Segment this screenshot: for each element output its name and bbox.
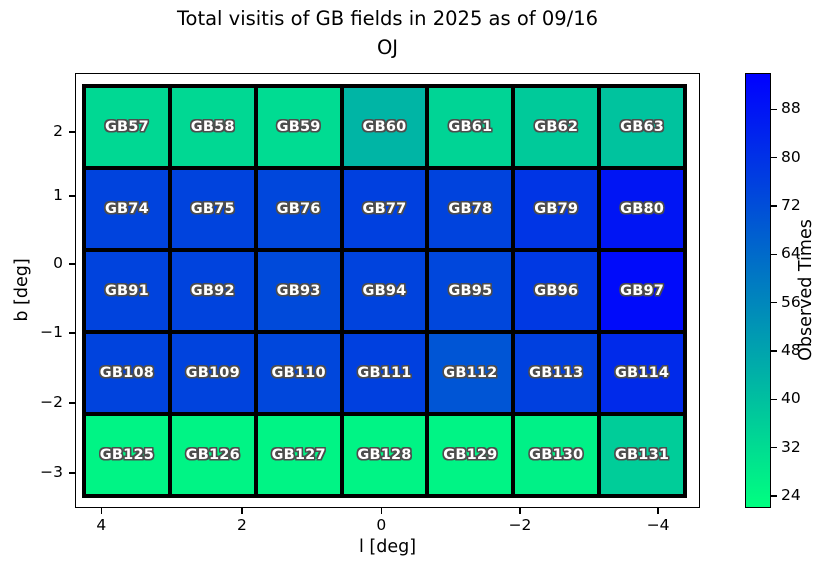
heatmap-cell: GB62	[515, 88, 598, 166]
y-tick-label: −2	[40, 393, 63, 412]
y-tick-mark	[69, 472, 75, 474]
heatmap-cell: GB58	[171, 88, 254, 166]
plot-area: GB57 GB58 GB59 GB60 GB61 GB62 GB63 GB74 GB75 GB76…	[75, 73, 700, 508]
colorbar-tick-label: 32	[781, 437, 801, 456]
heatmap-cell: GB126	[171, 416, 254, 494]
x-tick-label: −4	[646, 516, 670, 534]
heatmap-cell: GB76	[257, 170, 340, 248]
heatmap-cell: GB78	[429, 170, 512, 248]
y-tick-mark	[69, 195, 75, 197]
colorbar-tick-mark	[771, 398, 777, 400]
colorbar-tick-label: 80	[781, 147, 801, 166]
colorbar-tick-mark	[771, 156, 777, 159]
heatmap-cell: GB111	[343, 334, 426, 412]
colorbar-tick-mark	[771, 350, 777, 352]
heatmap-cell: GB125	[86, 416, 168, 494]
colorbar-tick-label: 88	[781, 99, 801, 118]
colorbar-tick-mark	[771, 108, 777, 110]
heatmap-cell: GB77	[343, 170, 426, 248]
colorbar-tick-mark	[771, 205, 777, 207]
colorbar-tick-label: 64	[781, 244, 801, 263]
heatmap-cell: GB92	[171, 252, 254, 330]
heatmap-cell: GB131	[601, 416, 683, 494]
colorbar-tick-label: 56	[781, 292, 801, 311]
heatmap-cell: GB59	[257, 88, 340, 166]
heatmap-cell: GB96	[515, 252, 598, 330]
heatmap-cell: GB114	[601, 334, 683, 412]
heatmap-cell: GB113	[515, 334, 598, 412]
heatmap-cell: GB94	[343, 252, 426, 330]
heatmap-grid: GB57 GB58 GB59 GB60 GB61 GB62 GB63 GB74 GB75 GB76…	[82, 84, 687, 498]
heatmap-cell: GB74	[86, 170, 168, 248]
y-tick-label: −3	[40, 463, 63, 482]
heatmap-cell: GB60	[343, 88, 426, 166]
x-tick-label: 2	[236, 516, 247, 534]
colorbar-tick-mark	[771, 301, 777, 304]
colorbar-label: Observed Times	[796, 219, 816, 361]
heatmap-cell: GB93	[257, 252, 340, 330]
colorbar-tick-mark	[771, 495, 777, 497]
heatmap-cell: GB80	[601, 170, 683, 248]
colorbar-tick-mark	[771, 446, 777, 449]
x-tick-mark	[100, 508, 102, 514]
y-tick-label: 2	[53, 122, 63, 141]
heatmap-cell: GB95	[429, 252, 512, 330]
heatmap-cell: GB108	[86, 334, 168, 412]
heatmap-cell: GB97	[601, 252, 683, 330]
y-tick-label: −1	[40, 323, 63, 342]
heatmap-cell: GB79	[515, 170, 598, 248]
colorbar-tick-label: 40	[781, 389, 801, 408]
heatmap-cell: GB112	[429, 334, 512, 412]
heatmap-cell: GB130	[515, 416, 598, 494]
colorbar-tick-label: 72	[781, 195, 801, 214]
heatmap-cell: GB63	[601, 88, 683, 166]
y-tick-mark	[69, 131, 75, 133]
y-tick-mark	[69, 402, 75, 404]
heatmap-cell: GB110	[257, 334, 340, 412]
x-tick-label: −2	[508, 516, 532, 534]
heatmap-cell: GB129	[429, 416, 512, 494]
heatmap-cell: GB128	[343, 416, 426, 494]
y-tick-label: 0	[53, 253, 63, 272]
x-tick-mark	[519, 508, 521, 514]
y-tick-mark	[69, 263, 75, 265]
heatmap-cell: GB57	[86, 88, 168, 166]
x-tick-mark	[241, 508, 243, 514]
x-tick-label: 4	[96, 516, 107, 534]
chart-title-line2: OJ	[376, 36, 399, 59]
chart-title: Total visitis of GB fields in 2025 as of…	[75, 4, 700, 62]
x-tick-label: 0	[376, 516, 387, 534]
heatmap-cell: GB61	[429, 88, 512, 166]
colorbar	[745, 73, 771, 508]
y-tick-mark	[69, 332, 75, 334]
colorbar-tick-label: 24	[781, 485, 801, 504]
heatmap-cell: GB127	[257, 416, 340, 494]
colorbar-tick-label: 48	[781, 340, 801, 359]
heatmap-cell: GB91	[86, 252, 168, 330]
colorbar-tick-mark	[771, 253, 777, 255]
heatmap-cell: GB109	[171, 334, 254, 412]
x-tick-mark	[380, 508, 382, 514]
x-tick-mark	[657, 508, 659, 514]
chart-title-line1: Total visitis of GB fields in 2025 as of…	[176, 7, 599, 30]
x-axis-label: l [deg]	[358, 537, 417, 557]
heatmap-cell: GB75	[171, 170, 254, 248]
y-tick-label: 1	[53, 186, 63, 205]
